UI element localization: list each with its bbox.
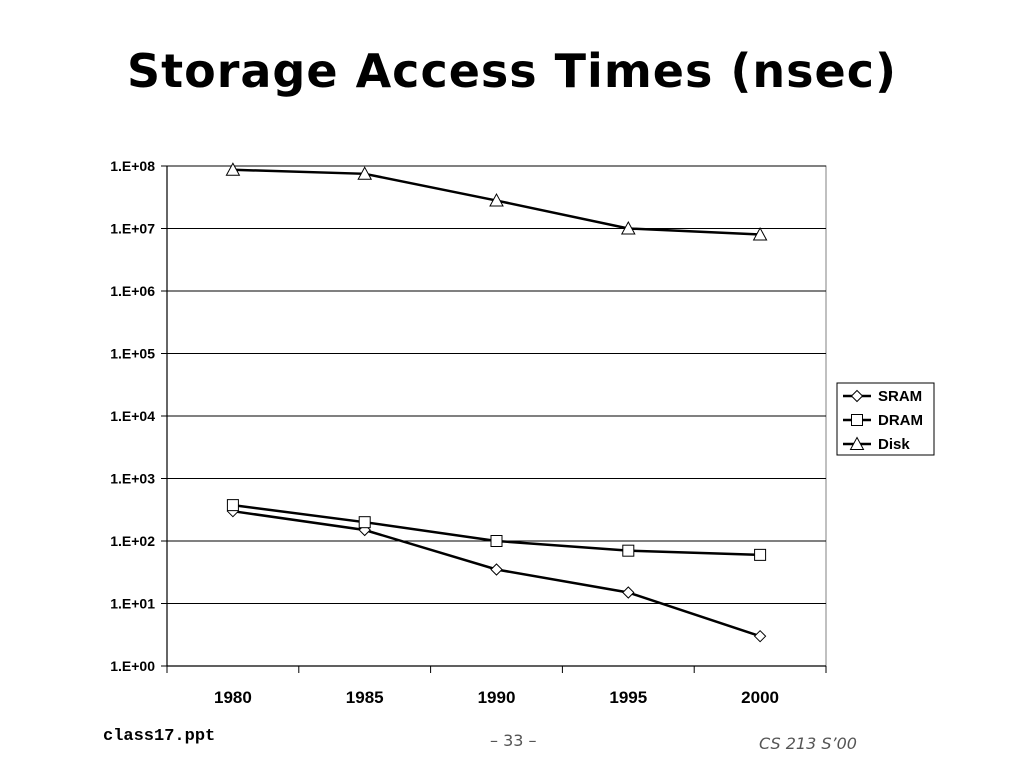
x-tick-label: 2000 — [741, 688, 779, 707]
disk-data-point — [620, 220, 636, 235]
y-tick-label: 1.E+04 — [110, 408, 155, 424]
x-tick-label: 1985 — [346, 688, 384, 707]
y-tick-label: 1.E+05 — [110, 346, 155, 362]
footer-filename: class17.ppt — [103, 727, 216, 746]
disk-data-point — [489, 193, 504, 207]
chart-legend: SRAM DRAM Disk — [836, 382, 935, 456]
y-tick-label: 1.E+03 — [110, 471, 155, 487]
disk-data-point — [752, 227, 768, 241]
y-tick-label: 1.E+02 — [110, 533, 155, 549]
dram-data-point — [754, 548, 767, 561]
dram-data-point — [490, 535, 503, 547]
footer-page-number: – 33 – — [490, 731, 537, 750]
slide-title: Storage Access Times (nsec) — [126, 44, 897, 98]
y-tick-label: 1.E+08 — [110, 158, 155, 174]
y-tick-label: 1.E+01 — [110, 596, 155, 612]
dram-data-point — [226, 499, 239, 512]
chart-axes: 1.E+00 1.E+01 1.E+02 1.E+03 1.E+04 1.E+05 1.E+… — [110, 158, 827, 707]
dram-data-point — [358, 516, 371, 529]
sram-data-point — [753, 629, 767, 643]
legend-label-sram: SRAM — [878, 388, 922, 405]
legend-marker-disk — [849, 436, 865, 450]
disk-data-point — [225, 162, 241, 176]
legend-marker-dram — [851, 414, 863, 426]
y-tick-label: 1.E+06 — [110, 283, 155, 299]
x-tick-label: 1980 — [214, 688, 252, 707]
legend-label-disk: Disk — [878, 436, 910, 453]
sram-data-point — [490, 563, 503, 576]
sram-data-point — [622, 586, 635, 599]
dram-data-point — [622, 544, 635, 557]
y-tick-label: 1.E+07 — [110, 221, 155, 237]
dram-series-line — [232, 503, 761, 557]
y-tick-label: 1.E+00 — [110, 658, 155, 674]
footer-course: CS 213 S’00 — [759, 734, 857, 753]
x-tick-label: 1995 — [609, 688, 647, 707]
x-tick-label: 1990 — [478, 688, 516, 707]
disk-data-point — [357, 166, 373, 180]
legend-marker-sram — [850, 389, 864, 403]
chart-grid — [166, 165, 827, 667]
legend-label-dram: DRAM — [878, 412, 923, 429]
chart-series — [225, 162, 768, 643]
